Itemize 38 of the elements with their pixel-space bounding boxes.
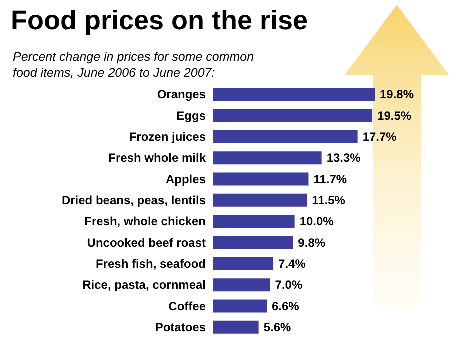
data-label: 7.0% — [275, 278, 303, 292]
bar — [213, 152, 322, 165]
bar — [213, 300, 267, 313]
chart-title: Food prices on the rise — [11, 6, 308, 36]
data-label: 11.5% — [312, 193, 346, 208]
y-tick-label: Coffee — [168, 299, 206, 314]
data-label: 11.7% — [314, 172, 348, 186]
data-label: 9.8% — [298, 236, 326, 250]
bar — [213, 130, 358, 144]
y-tick-label: Fresh, whole chicken — [84, 214, 206, 229]
y-tick-label: Fresh whole milk — [108, 151, 206, 166]
data-label: 19.5% — [378, 108, 412, 123]
bar — [213, 278, 270, 292]
y-tick-label: Dried beans, peas, lentils — [62, 193, 206, 208]
bar — [213, 236, 294, 250]
bar — [213, 194, 308, 207]
bar — [213, 215, 295, 228]
data-label: 13.3% — [326, 151, 362, 166]
y-tick-label: Fresh fish, seafood — [96, 256, 206, 271]
bar — [213, 109, 373, 122]
bar — [213, 172, 309, 186]
data-label: 17.7% — [362, 130, 398, 144]
data-label: 10.0% — [300, 214, 334, 229]
y-tick-label: Oranges — [157, 88, 206, 102]
y-tick-label: Rice, pasta, cornmeal — [82, 278, 206, 292]
data-label: 5.6% — [264, 320, 292, 334]
y-tick-label: Uncooked beef roast — [87, 236, 206, 250]
y-tick-label: Frozen juices — [129, 130, 206, 144]
bar — [213, 257, 274, 270]
bar — [213, 320, 259, 334]
data-label: 7.4% — [278, 256, 306, 271]
y-tick-label: Potatoes — [155, 320, 206, 334]
bar — [213, 88, 375, 102]
data-label: 6.6% — [272, 299, 300, 314]
chart-subtitle: Percent change in prices for some common food items, June 2006 to June 2007: — [13, 50, 254, 80]
data-label: 19.8% — [380, 88, 414, 102]
y-tick-label: Eggs — [176, 108, 206, 123]
y-tick-label: Apples — [166, 172, 206, 186]
